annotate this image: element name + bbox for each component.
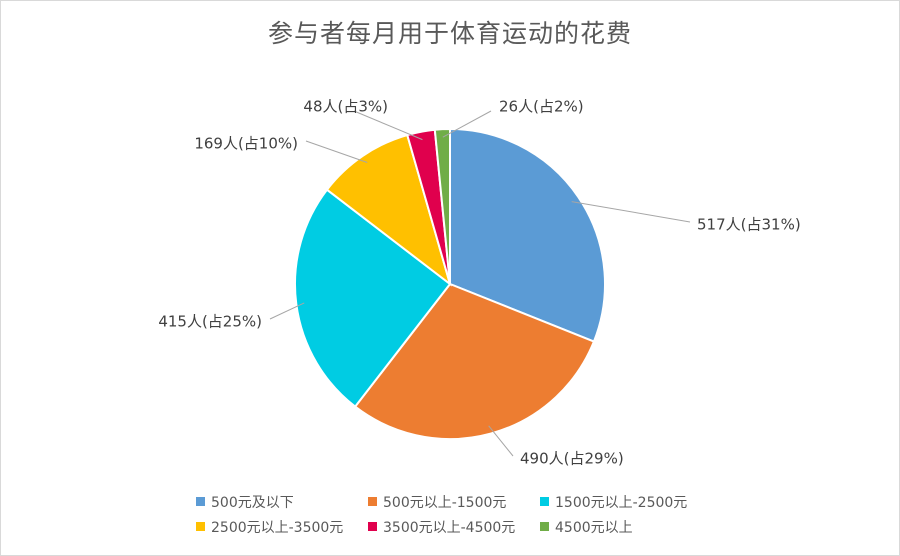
legend-item-1: 500元以上-1500元 <box>368 492 540 512</box>
legend-label-0: 500元及以下 <box>211 494 294 511</box>
pie-slice-5 <box>433 127 451 285</box>
data-label-1: 490人(占29%) <box>520 450 624 468</box>
data-label-4: 48人(占3%) <box>303 98 388 116</box>
pie-slice-0 <box>449 127 606 343</box>
legend-item-3: 2500元以上-3500元 <box>196 517 368 537</box>
pie-slice-3 <box>325 133 452 287</box>
legend-swatch-5 <box>540 522 549 531</box>
legend-swatch-0 <box>196 497 205 506</box>
legend-swatch-4 <box>368 522 377 531</box>
legend-swatch-2 <box>540 497 549 506</box>
legend-label-3: 2500元以上-3500元 <box>211 519 344 536</box>
legend-label-4: 3500元以上-4500元 <box>383 519 516 536</box>
leader-line-1 <box>488 425 514 457</box>
leader-line-0 <box>571 201 691 223</box>
pie-slice-2 <box>293 188 452 408</box>
legend-item-5: 4500元以上 <box>540 517 710 537</box>
legend-label-1: 500元以上-1500元 <box>383 494 507 511</box>
legend-item-2: 1500元以上-2500元 <box>540 492 710 512</box>
data-label-2: 415人(占25%) <box>158 313 262 331</box>
legend-item-4: 3500元以上-4500元 <box>368 517 540 537</box>
leader-line-4 <box>353 110 423 141</box>
leader-line-5 <box>442 110 492 138</box>
data-label-0: 517人(占31%) <box>697 216 801 234</box>
pie-slice-1 <box>353 282 596 440</box>
chart-legend: 500元及以下 500元以上-1500元 1500元以上-2500元 2500元… <box>196 489 756 539</box>
data-label-5: 26人(占2%) <box>499 98 584 116</box>
chart-title: 参与者每月用于体育运动的花费 <box>267 19 632 48</box>
leader-line-2 <box>269 302 305 320</box>
data-label-3: 169人(占10%) <box>194 135 298 153</box>
legend-item-0: 500元及以下 <box>196 492 368 512</box>
legend-label-2: 1500元以上-2500元 <box>555 494 688 511</box>
legend-label-5: 4500元以上 <box>555 519 633 536</box>
leader-line-3 <box>305 140 368 163</box>
legend-swatch-1 <box>368 497 377 506</box>
legend-swatch-3 <box>196 522 205 531</box>
